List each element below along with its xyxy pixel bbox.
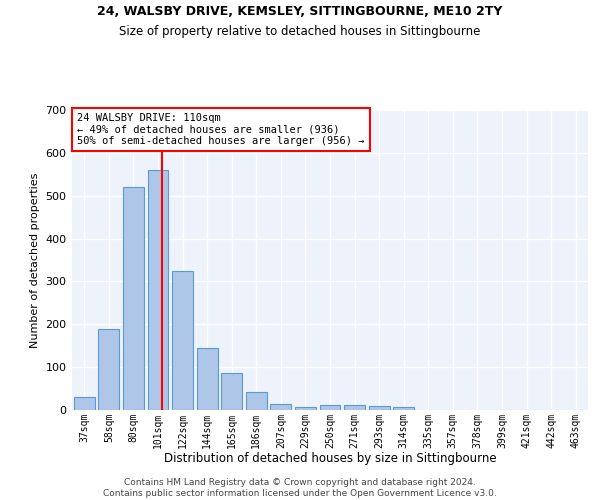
Text: 24 WALSBY DRIVE: 110sqm
← 49% of detached houses are smaller (936)
50% of semi-d: 24 WALSBY DRIVE: 110sqm ← 49% of detache… [77, 113, 365, 146]
Text: Distribution of detached houses by size in Sittingbourne: Distribution of detached houses by size … [164, 452, 496, 465]
Bar [344, 406, 365, 410]
Text: Contains HM Land Registry data © Crown copyright and database right 2024.
Contai: Contains HM Land Registry data © Crown c… [103, 478, 497, 498]
Bar [393, 407, 414, 410]
Bar [74, 397, 95, 410]
Text: 24, WALSBY DRIVE, KEMSLEY, SITTINGBOURNE, ME10 2TY: 24, WALSBY DRIVE, KEMSLEY, SITTINGBOURNE… [97, 5, 503, 18]
Bar [172, 270, 193, 410]
Bar [123, 187, 144, 410]
Y-axis label: Number of detached properties: Number of detached properties [30, 172, 40, 348]
Bar [246, 392, 267, 410]
Bar [221, 372, 242, 410]
Bar [368, 406, 389, 410]
Bar [148, 170, 169, 410]
Text: Size of property relative to detached houses in Sittingbourne: Size of property relative to detached ho… [119, 25, 481, 38]
Bar [98, 328, 119, 410]
Bar [197, 348, 218, 410]
Bar [320, 405, 340, 410]
Bar [295, 406, 316, 410]
Bar [271, 404, 292, 410]
